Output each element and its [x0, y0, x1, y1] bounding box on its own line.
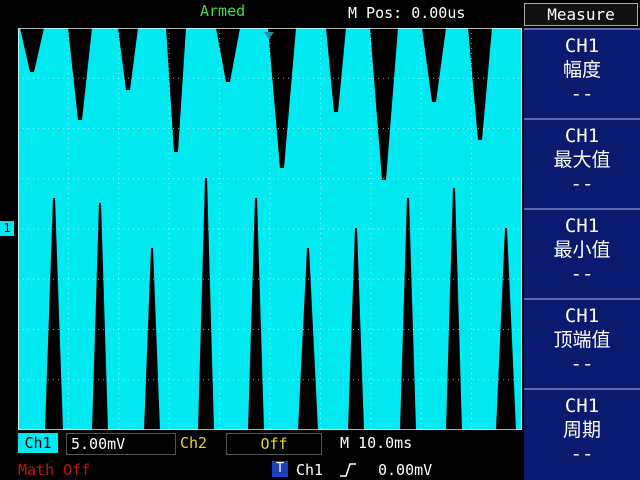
timebase: M 10.0ms	[340, 434, 413, 452]
ch2-state: Off	[226, 433, 322, 455]
waveform-gap	[198, 178, 214, 430]
menu-item[interactable]: CH1 最小值 --	[524, 208, 640, 302]
menu-item[interactable]: CH1 最大值 --	[524, 118, 640, 212]
waveform-gap	[45, 198, 63, 430]
menu-label: 周期	[562, 419, 601, 441]
menu-item[interactable]: CH1 周期 --	[524, 388, 640, 480]
menu-channel: CH1	[564, 215, 600, 237]
waveform-gap	[446, 188, 462, 430]
waveform-gap	[68, 28, 92, 120]
menu-channel: CH1	[564, 395, 600, 417]
channel-marker: 1	[0, 221, 14, 236]
ch1-scale: 5.00mV	[66, 433, 176, 455]
menu-title: Measure	[524, 3, 638, 26]
display-border	[18, 28, 522, 430]
math-state: Math Off	[18, 461, 91, 479]
waveform-gap	[298, 248, 318, 430]
menu-label: 最小值	[553, 239, 611, 261]
position: M Pos: 0.00us	[348, 4, 466, 22]
trigger-icon: T	[272, 461, 288, 477]
trigger-edge-icon	[340, 463, 356, 477]
waveform-gap	[216, 28, 240, 82]
waveform-gap	[118, 28, 138, 90]
menu-label: 最大值	[553, 149, 611, 171]
menu-item[interactable]: CH1 幅度 --	[524, 28, 640, 122]
menu-channel: CH1	[564, 305, 600, 327]
waveform-gap	[348, 228, 364, 430]
ch2-label[interactable]: Ch2	[180, 434, 208, 452]
menu-label: 幅度	[562, 59, 601, 81]
waveform-gap	[166, 28, 186, 152]
menu-value: --	[570, 443, 594, 465]
menu-channel: CH1	[564, 35, 600, 57]
waveform-gap	[144, 248, 160, 430]
menu-value: --	[570, 353, 594, 375]
menu-item[interactable]: CH1 顶端值 --	[524, 298, 640, 392]
trigger-level: 0.00mV	[378, 461, 433, 479]
waveform-gap	[400, 198, 416, 430]
waveform-gap	[268, 28, 296, 168]
menu-value: --	[570, 83, 594, 105]
menu-label: 顶端值	[553, 329, 611, 351]
trigger-source: Ch1	[296, 461, 324, 479]
waveform-gap	[370, 28, 398, 180]
waveform-gap	[468, 28, 492, 140]
waveform-gap	[20, 28, 44, 72]
menu-value: --	[570, 263, 594, 285]
waveform-gap	[422, 28, 446, 102]
menu-channel: CH1	[564, 125, 600, 147]
status: Armed	[200, 2, 246, 20]
waveform-gap	[92, 203, 108, 430]
waveform-display	[18, 28, 522, 430]
trigger-pos-marker	[264, 32, 274, 39]
waveform-gap	[326, 28, 346, 112]
menu-value: --	[570, 173, 594, 195]
ch1-label[interactable]: Ch1	[18, 433, 58, 453]
waveform-gap	[248, 198, 264, 430]
waveform-gap	[496, 228, 516, 430]
